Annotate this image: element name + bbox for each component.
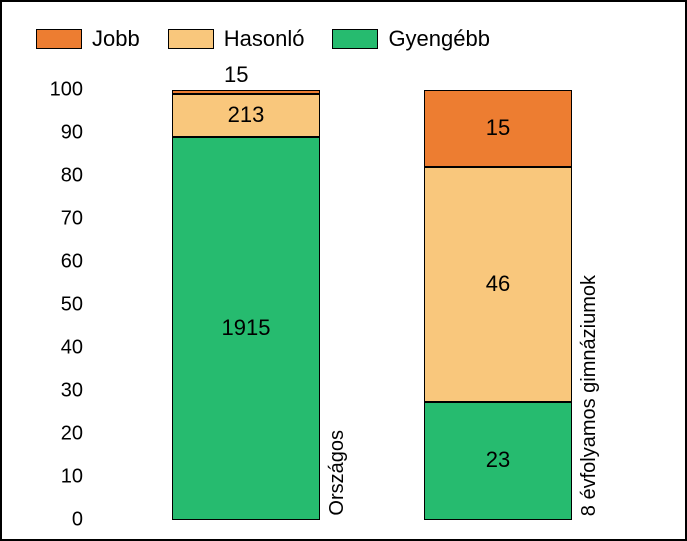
bar-segment-label: 23 (486, 447, 510, 473)
legend-item-gyengebb: Gyengébb (332, 26, 490, 52)
bar-segment-label: 1915 (222, 315, 271, 341)
legend-label-hasonlo: Hasonló (224, 26, 305, 52)
bar-segment-label: 15 (224, 62, 248, 88)
legend-item-hasonlo: Hasonló (168, 26, 305, 52)
plot-area: 1915 213 15 Országos 23 46 15 8 évfolyamos gimn… (74, 90, 670, 520)
bar: 191521315 (172, 90, 320, 520)
category-label: Országos (326, 430, 349, 516)
legend-label-gyengebb: Gyengébb (388, 26, 490, 52)
bar-segment-label: 15 (486, 115, 510, 141)
chart-frame: Jobb Hasonló Gyengébb 010203040506070809… (0, 0, 687, 541)
legend-label-jobb: Jobb (92, 26, 140, 52)
category-label: 8 évfolyamos gimnáziumok (578, 275, 601, 516)
legend-swatch-gyengebb (332, 29, 378, 49)
legend-swatch-hasonlo (168, 29, 214, 49)
legend-swatch-jobb (36, 29, 82, 49)
bar-segment-label: 213 (228, 102, 265, 128)
legend-item-jobb: Jobb (36, 26, 140, 52)
bar-segment-jobb (172, 90, 320, 94)
bar: 23 46 15 (424, 90, 572, 520)
legend: Jobb Hasonló Gyengébb (36, 26, 490, 52)
bar-segment-label: 46 (486, 271, 510, 297)
